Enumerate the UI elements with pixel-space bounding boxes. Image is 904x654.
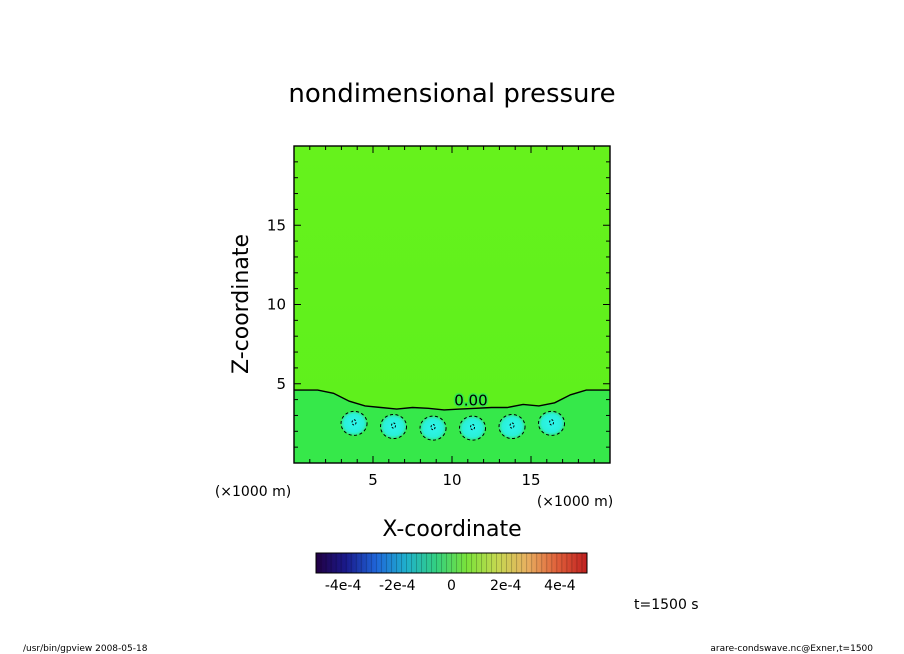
pressure-cell — [459, 415, 487, 441]
pressure-cell-contour — [459, 415, 487, 441]
colorbar-tick-label: 0 — [447, 578, 456, 594]
pressure-cell-core — [430, 424, 436, 431]
x-tick-label: 5 — [368, 471, 378, 489]
pressure-cell-core — [549, 419, 555, 426]
x-axis-label: X-coordinate — [382, 517, 521, 542]
pressure-cell-core — [509, 422, 515, 429]
time-label: t=1500 s — [634, 597, 699, 613]
program-label: /usr/bin/gpview 2008-05-18 — [23, 644, 148, 654]
chart-title: nondimensional pressure — [288, 79, 615, 109]
colorbar-strip — [316, 553, 587, 573]
pressure-cell-fill — [420, 416, 447, 441]
colorbar-tick-label: 2e-4 — [490, 578, 522, 594]
x-tick-label: 10 — [442, 471, 461, 489]
pressure-cell-core — [470, 424, 476, 431]
pressure-cell-core — [391, 422, 397, 429]
pressure-cell-core — [351, 419, 357, 426]
colorbar-tick-label: -4e-4 — [325, 578, 362, 594]
y-tick-label: 5 — [276, 375, 286, 393]
pressure-cell — [340, 410, 368, 436]
source-label: arare-condswave.nc@Exner,t=1500 — [710, 644, 873, 654]
pressure-cell — [419, 415, 447, 441]
pressure-cell — [538, 410, 566, 436]
pressure-cell-fill — [459, 416, 486, 441]
x-axis-unit: (×1000 m) — [537, 494, 613, 510]
pressure-cell-contour — [538, 410, 566, 436]
contour-label: 0.00 — [454, 392, 487, 410]
pressure-cell — [498, 414, 526, 440]
pressure-cell-fill — [499, 414, 526, 439]
plot-area — [294, 146, 610, 463]
colorbar: -4e-4 -2e-4 0 2e-4 4e-4 — [315, 552, 588, 594]
colorbar-tick-label: 4e-4 — [544, 578, 576, 594]
colorbar-tick-label: -2e-4 — [379, 578, 416, 594]
y-axis-unit: (×1000 m) — [215, 484, 291, 500]
pressure-cells — [340, 410, 566, 441]
colorbar-tick-labels: -4e-4 -2e-4 0 2e-4 4e-4 — [325, 578, 576, 594]
axis-ticks: 5 10 15 5 10 15 — [267, 146, 610, 489]
pressure-cell-contour — [498, 414, 526, 440]
lower-region — [294, 390, 610, 463]
pressure-cell-fill — [380, 414, 407, 439]
y-axis-label: Z-coordinate — [229, 234, 254, 374]
x-tick-label: 15 — [521, 471, 540, 489]
pressure-cell-contour — [340, 410, 368, 436]
pressure-cell-fill — [538, 411, 565, 436]
y-tick-label: 15 — [267, 216, 286, 234]
pressure-cell-contour — [380, 414, 408, 440]
pressure-cell-contour — [419, 415, 447, 441]
colorbar-frame — [315, 552, 588, 574]
colorbar-lines — [320, 553, 583, 573]
zero-contour-line — [294, 389, 610, 411]
pressure-cell-fill — [341, 411, 368, 436]
y-tick-label: 10 — [267, 296, 286, 314]
pressure-cell — [380, 414, 408, 440]
